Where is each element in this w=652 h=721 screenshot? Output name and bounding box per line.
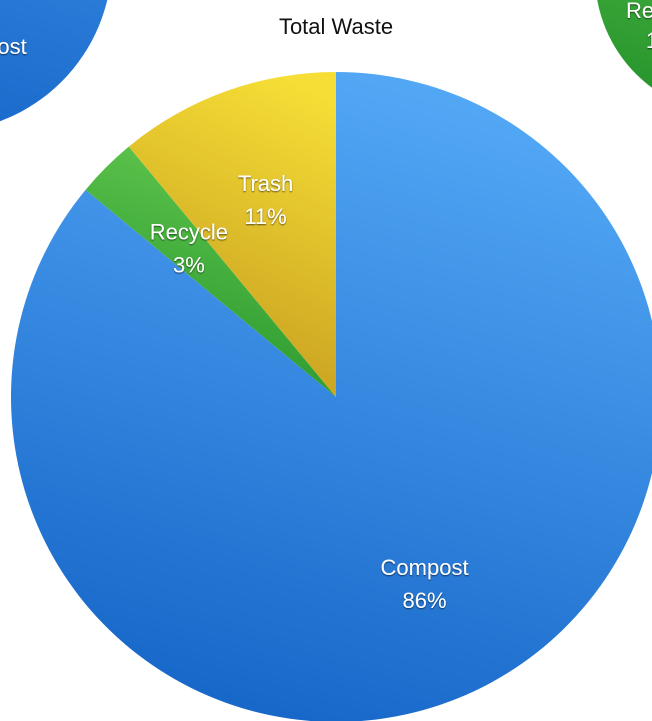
neighbor-label: 1 [646,28,652,53]
pie-slice [85,146,337,397]
slice-label: Recycle [150,220,228,245]
pie-slice [128,71,336,397]
slice-label: Compost [381,555,469,580]
neighbor-label: ost [0,34,27,59]
slice-value-label: 3% [173,253,205,278]
pie-slice [11,72,652,721]
slice-label: Trash [238,171,293,196]
slice-value-label: 11% [244,204,286,229]
slice-value-label: 86% [403,588,447,613]
neighbor-pie [597,0,652,88]
neighbor-pie [0,0,108,122]
chart-title: Total Waste [279,14,393,39]
neighbor-label: Re [626,0,652,23]
